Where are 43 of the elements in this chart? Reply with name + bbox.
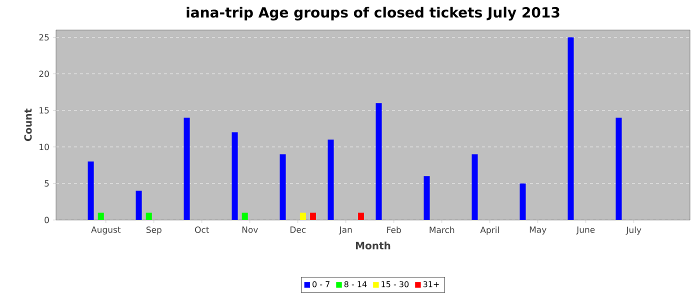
x-tick-label: May [530,226,546,235]
bar [358,212,364,220]
chart-title: iana-trip Age groups of closed tickets July 2013 [186,6,560,20]
bar [472,154,478,220]
y-axis-title: Count [24,108,32,142]
x-tick-label: Nov [242,226,258,233]
x-tick-label: June [576,226,595,234]
y-tick-label: 25 [39,34,49,41]
bar [328,140,334,220]
legend-label: 8 - 14 [344,281,367,288]
x-tick-label: April [480,226,499,235]
bar [424,176,430,220]
bar [184,118,190,220]
x-tick-label: March [430,226,454,234]
x-tick-label: August [91,226,121,235]
bar [98,212,104,220]
bar [232,132,238,220]
y-tick-label: 15 [40,107,49,114]
bar [280,154,286,220]
y-tick-label: 0 [44,216,49,224]
x-tick-label: Oct [195,226,210,233]
x-axis-title: Month [356,242,390,250]
bar [616,118,622,220]
bar [568,37,574,220]
bar [310,212,316,220]
legend-label: 15 - 30 [382,281,409,288]
bar [242,212,248,220]
legend-label: 31+ [423,281,439,288]
bar [88,162,94,220]
y-tick-label: 10 [40,144,49,150]
bar [136,190,142,220]
bar [300,212,306,220]
bar [146,212,152,220]
bar [520,183,526,220]
x-tick-label: Jan [338,226,352,234]
x-tick-label: July [626,226,642,235]
x-tick-label: Dec [290,226,306,233]
x-tick-label: Sep [146,226,162,235]
y-tick-label: 5 [44,180,49,187]
bar [376,103,382,220]
legend-label: 0 - 7 [312,281,330,288]
y-tick-label: 20 [39,70,49,78]
x-tick-label: Feb [387,226,401,234]
